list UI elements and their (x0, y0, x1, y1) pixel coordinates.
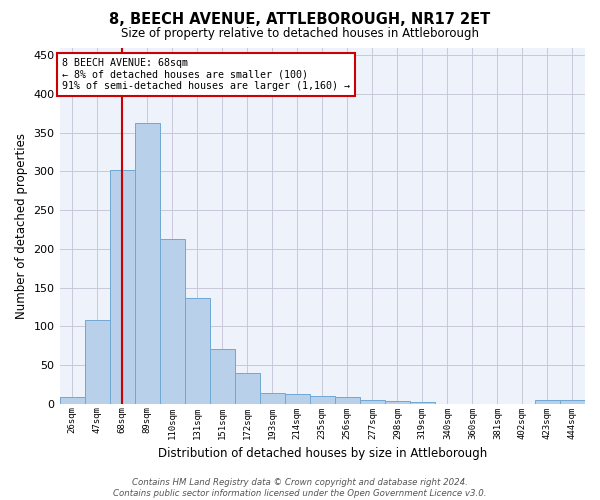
Bar (560, 400, 585, 404)
Bar (335, 396, 360, 404)
Text: 8, BEECH AVENUE, ATTLEBOROUGH, NR17 2ET: 8, BEECH AVENUE, ATTLEBOROUGH, NR17 2ET (109, 12, 491, 28)
Bar (160, 238, 185, 404)
Bar (410, 402, 435, 404)
Bar (360, 400, 385, 404)
Y-axis label: Number of detached properties: Number of detached properties (15, 132, 28, 318)
Bar (285, 394, 310, 404)
Bar (235, 374, 260, 404)
Bar (85, 320, 110, 404)
Bar (385, 402, 410, 404)
Text: 8 BEECH AVENUE: 68sqm
← 8% of detached houses are smaller (100)
91% of semi-deta: 8 BEECH AVENUE: 68sqm ← 8% of detached h… (62, 58, 350, 92)
Bar (185, 298, 209, 404)
Bar (310, 396, 335, 404)
X-axis label: Distribution of detached houses by size in Attleborough: Distribution of detached houses by size … (158, 447, 487, 460)
Bar (134, 124, 160, 404)
Text: Contains HM Land Registry data © Crown copyright and database right 2024.
Contai: Contains HM Land Registry data © Crown c… (113, 478, 487, 498)
Bar (535, 400, 560, 404)
Text: Size of property relative to detached houses in Attleborough: Size of property relative to detached ho… (121, 28, 479, 40)
Bar (59, 398, 85, 404)
Bar (260, 393, 285, 404)
Bar (110, 170, 134, 404)
Bar (209, 350, 235, 404)
